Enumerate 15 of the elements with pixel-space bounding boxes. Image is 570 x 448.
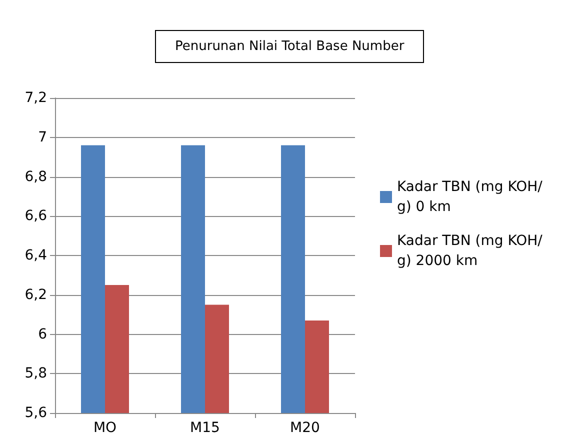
y-tick-label: 5,6 [24, 405, 48, 421]
y-tick-label: 6,8 [24, 168, 47, 185]
y-tick-label: 6 [38, 326, 48, 342]
y-tick-label: 6,6 [24, 208, 48, 224]
y-tick-label: 7 [38, 129, 47, 146]
chart-title: Penurunan Nilai Total Base Number [175, 39, 405, 54]
x-tick-label: M20 [290, 420, 320, 436]
legend-label: Kadar TBN (mg KOH/g) 0 km [397, 179, 543, 215]
legend-label: Kadar TBN (mg KOH/g) 2000 km [397, 233, 543, 269]
y-tick-label: 6,4 [24, 248, 48, 264]
x-tick-label: MO [93, 420, 117, 436]
x-tick-label: M15 [190, 420, 220, 436]
y-tick-label: 5,8 [24, 366, 47, 382]
y-tick-label: 7,2 [24, 90, 47, 106]
y-tick-label: 6,2 [24, 286, 47, 303]
